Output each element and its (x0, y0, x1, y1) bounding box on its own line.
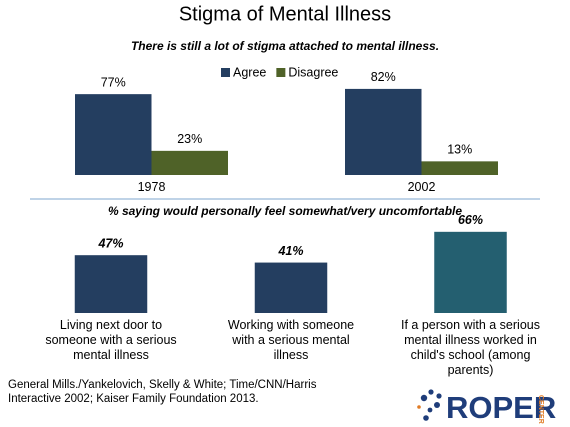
x-tick-label: Working with someone with a serious ment… (227, 318, 355, 362)
x-tick-label: 1978 (137, 180, 166, 194)
bar (75, 94, 152, 175)
x-tick-label: Living next door to someone with a serio… (45, 318, 177, 362)
legend-label: Agree (233, 65, 266, 79)
x-tick-label: 2002 (407, 180, 436, 194)
value-label: 77% (101, 75, 126, 89)
chart-title: Stigma of Mental Illness (179, 3, 391, 25)
bar (254, 262, 328, 313)
subtitle: There is still a lot of stigma attached … (131, 39, 439, 53)
value-label: 13% (447, 143, 472, 157)
logo-name: ROPER (446, 390, 556, 425)
value-label: 66% (458, 213, 483, 227)
bar (74, 255, 148, 313)
logo-icon (417, 389, 442, 421)
legend-swatch (221, 68, 230, 77)
bar (345, 88, 422, 175)
source: General Mills./Yankelovich, Skelly & Whi… (8, 379, 317, 405)
value-label: 47% (97, 236, 123, 250)
bar (151, 150, 228, 175)
logo-sub: CENTER (537, 395, 544, 424)
legend-swatch (276, 68, 286, 77)
bar (434, 231, 507, 313)
subtitle: % saying would personally feel somewhat/… (108, 204, 462, 218)
bar (421, 161, 498, 175)
value-label: 82% (371, 70, 396, 84)
value-label: 41% (277, 244, 303, 258)
legend-label: Disagree (288, 65, 338, 79)
x-tick-label: If a person with a serious mental illnes… (401, 318, 540, 377)
value-label: 23% (177, 132, 202, 146)
